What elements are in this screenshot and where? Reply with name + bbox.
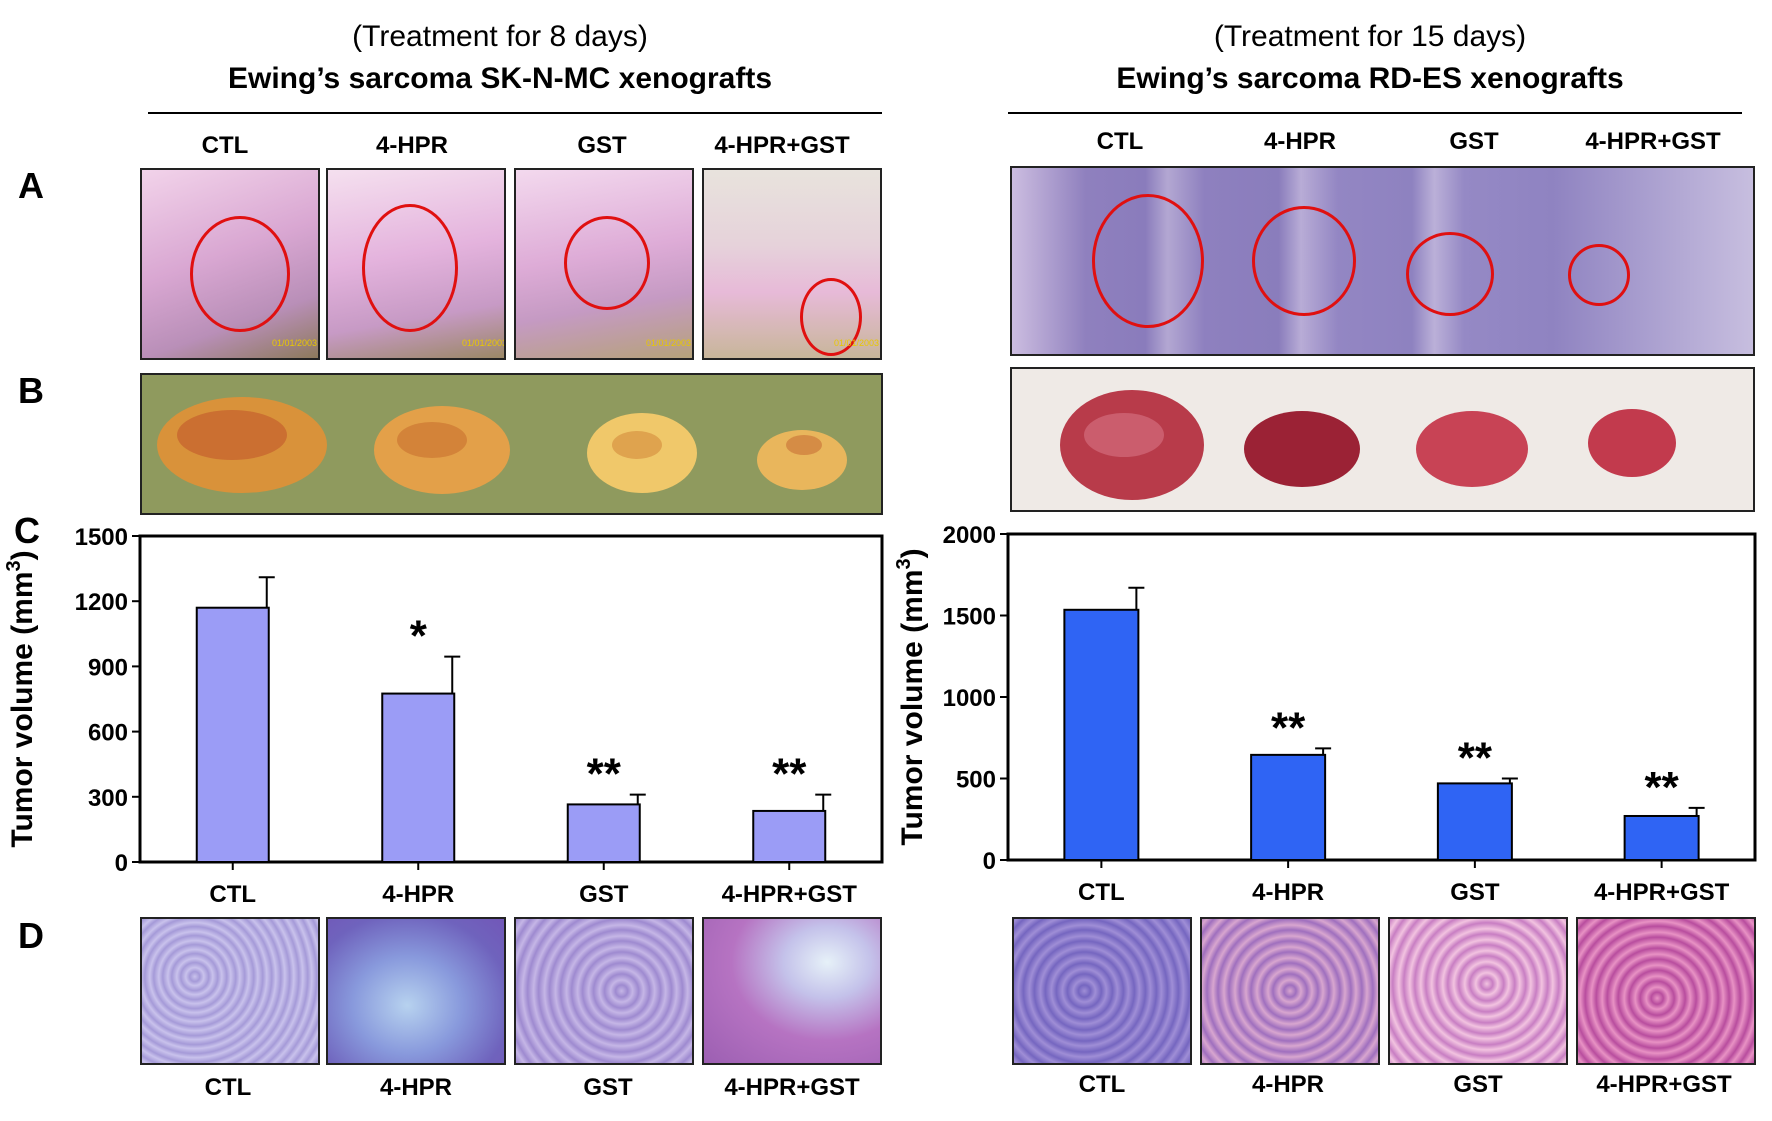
y-tick-label: 600 <box>88 720 128 747</box>
tumor-circle <box>564 216 650 310</box>
date-stamp: 01/01/2003 <box>272 338 318 348</box>
left-d-label-combo: 4-HPR+GST <box>724 1074 860 1101</box>
tumor-circle <box>362 204 458 332</box>
panel-letter-b: B <box>18 370 44 411</box>
left-a-photo-4hpr: 01/01/2003 <box>326 168 506 360</box>
y-tick-label: 1000 <box>943 685 996 712</box>
tumor-circle <box>1406 232 1494 316</box>
left-title-rule <box>148 112 882 114</box>
right-subtitle: (Treatment for 15 days) <box>1213 20 1527 53</box>
y-tick-label: 900 <box>88 654 128 681</box>
x-tick-label: 4-HPR <box>382 881 454 908</box>
bar <box>381 692 456 863</box>
left-title: Ewing’s sarcoma SK-N-MC xenografts <box>228 62 772 95</box>
y-tick-label: 0 <box>983 848 996 875</box>
excised-tumors-right <box>1060 390 1676 500</box>
y-tick-label: 1200 <box>75 589 128 616</box>
left-d-label-4hpr: 4-HPR <box>379 1074 452 1101</box>
right-d-histology-4hpr <box>1200 917 1380 1065</box>
bar <box>195 606 270 863</box>
left-a-photo-combo: 01/01/2003 <box>702 168 882 360</box>
left-bar-chart: 0 300 600 900 1200 1500 Tumor volume (mm3) CTL *… <box>3 524 884 908</box>
left-header-gst: GST <box>577 132 627 159</box>
left-a-photo-ctl: 01/01/2003 <box>140 168 320 360</box>
right-d-label-gst: GST <box>1453 1071 1503 1098</box>
significance-marker: ** <box>1458 734 1493 783</box>
right-header-combo: 4-HPR+GST <box>1585 128 1721 155</box>
right-title-rule <box>1008 112 1742 114</box>
significance-marker: ** <box>587 750 622 799</box>
bar <box>1436 782 1513 862</box>
panel-letter-c: C <box>14 510 40 551</box>
left-d-label-ctl: CTL <box>204 1074 252 1101</box>
right-d-label-combo: 4-HPR+GST <box>1596 1071 1732 1098</box>
right-a-photo-strip <box>1010 166 1755 356</box>
tumor-circle <box>1252 206 1356 316</box>
left-header-ctl: CTL <box>201 132 249 159</box>
right-bar-chart: 0 500 1000 1500 2000 Tumor volume (mm3) CTL ** 4… <box>893 522 1757 906</box>
panel-letter-a: A <box>18 165 44 206</box>
y-tick-label: 2000 <box>943 522 996 549</box>
significance-marker: ** <box>1271 703 1306 752</box>
bar <box>1063 608 1140 861</box>
significance-marker: ** <box>772 750 807 799</box>
plot-frame <box>138 534 884 864</box>
right-d-label-4hpr: 4-HPR <box>1251 1071 1324 1098</box>
right-b-tumor-photo <box>1010 367 1755 512</box>
bar <box>566 803 641 864</box>
x-tick-label: GST <box>1450 879 1500 906</box>
panel-letter-d: D <box>18 915 44 956</box>
y-axis-label: Tumor volume (mm3) <box>3 550 39 847</box>
x-tick-label: GST <box>579 881 629 908</box>
significance-marker: ** <box>1645 763 1680 812</box>
x-tick-label: CTL <box>1078 879 1125 906</box>
bar <box>1623 814 1700 861</box>
right-header-4hpr: 4-HPR <box>1263 128 1336 155</box>
x-tick-label: 4-HPR <box>1252 879 1324 906</box>
significance-marker: * <box>410 612 428 661</box>
y-axis-label: Tumor volume (mm3) <box>893 548 929 845</box>
left-d-label-gst: GST <box>583 1074 633 1101</box>
right-d-histology-ctl <box>1012 917 1192 1065</box>
date-stamp: 01/01/2003 <box>462 338 506 348</box>
tumor-circle <box>190 216 290 332</box>
bar <box>752 809 827 863</box>
x-tick-label: 4-HPR+GST <box>722 881 858 908</box>
x-tick-label: CTL <box>209 881 256 908</box>
left-d-histology-4hpr <box>326 917 506 1065</box>
date-stamp: 01/01/2003 <box>646 338 692 348</box>
left-d-histology-gst <box>514 917 694 1065</box>
x-tick-label: 4-HPR+GST <box>1594 879 1730 906</box>
left-d-histology-ctl <box>140 917 320 1065</box>
left-a-photo-gst: 01/01/2003 <box>514 168 694 360</box>
left-d-histology-combo <box>702 917 882 1065</box>
left-header-combo: 4-HPR+GST <box>714 132 850 159</box>
date-stamp: 01/01/2003 <box>834 338 880 348</box>
excised-tumors-left <box>157 397 847 494</box>
right-header-ctl: CTL <box>1096 128 1144 155</box>
right-title: Ewing’s sarcoma RD-ES xenografts <box>1116 62 1624 95</box>
y-tick-label: 1500 <box>943 604 996 631</box>
y-tick-label: 1500 <box>75 524 128 551</box>
right-d-label-ctl: CTL <box>1078 1071 1126 1098</box>
tumor-circle <box>800 278 862 356</box>
left-b-tumor-photo <box>140 373 883 515</box>
tumor-circle <box>1568 244 1630 306</box>
left-header-4hpr: 4-HPR <box>375 132 448 159</box>
right-d-histology-combo <box>1576 917 1756 1065</box>
y-tick-label: 500 <box>956 767 996 794</box>
bar <box>1250 753 1327 862</box>
y-tick-label: 300 <box>88 785 128 812</box>
y-tick-label: 0 <box>115 850 128 877</box>
left-subtitle: (Treatment for 8 days) <box>352 20 648 53</box>
tumor-circle <box>1092 194 1204 328</box>
right-header-gst: GST <box>1449 128 1499 155</box>
right-d-histology-gst <box>1388 917 1568 1065</box>
